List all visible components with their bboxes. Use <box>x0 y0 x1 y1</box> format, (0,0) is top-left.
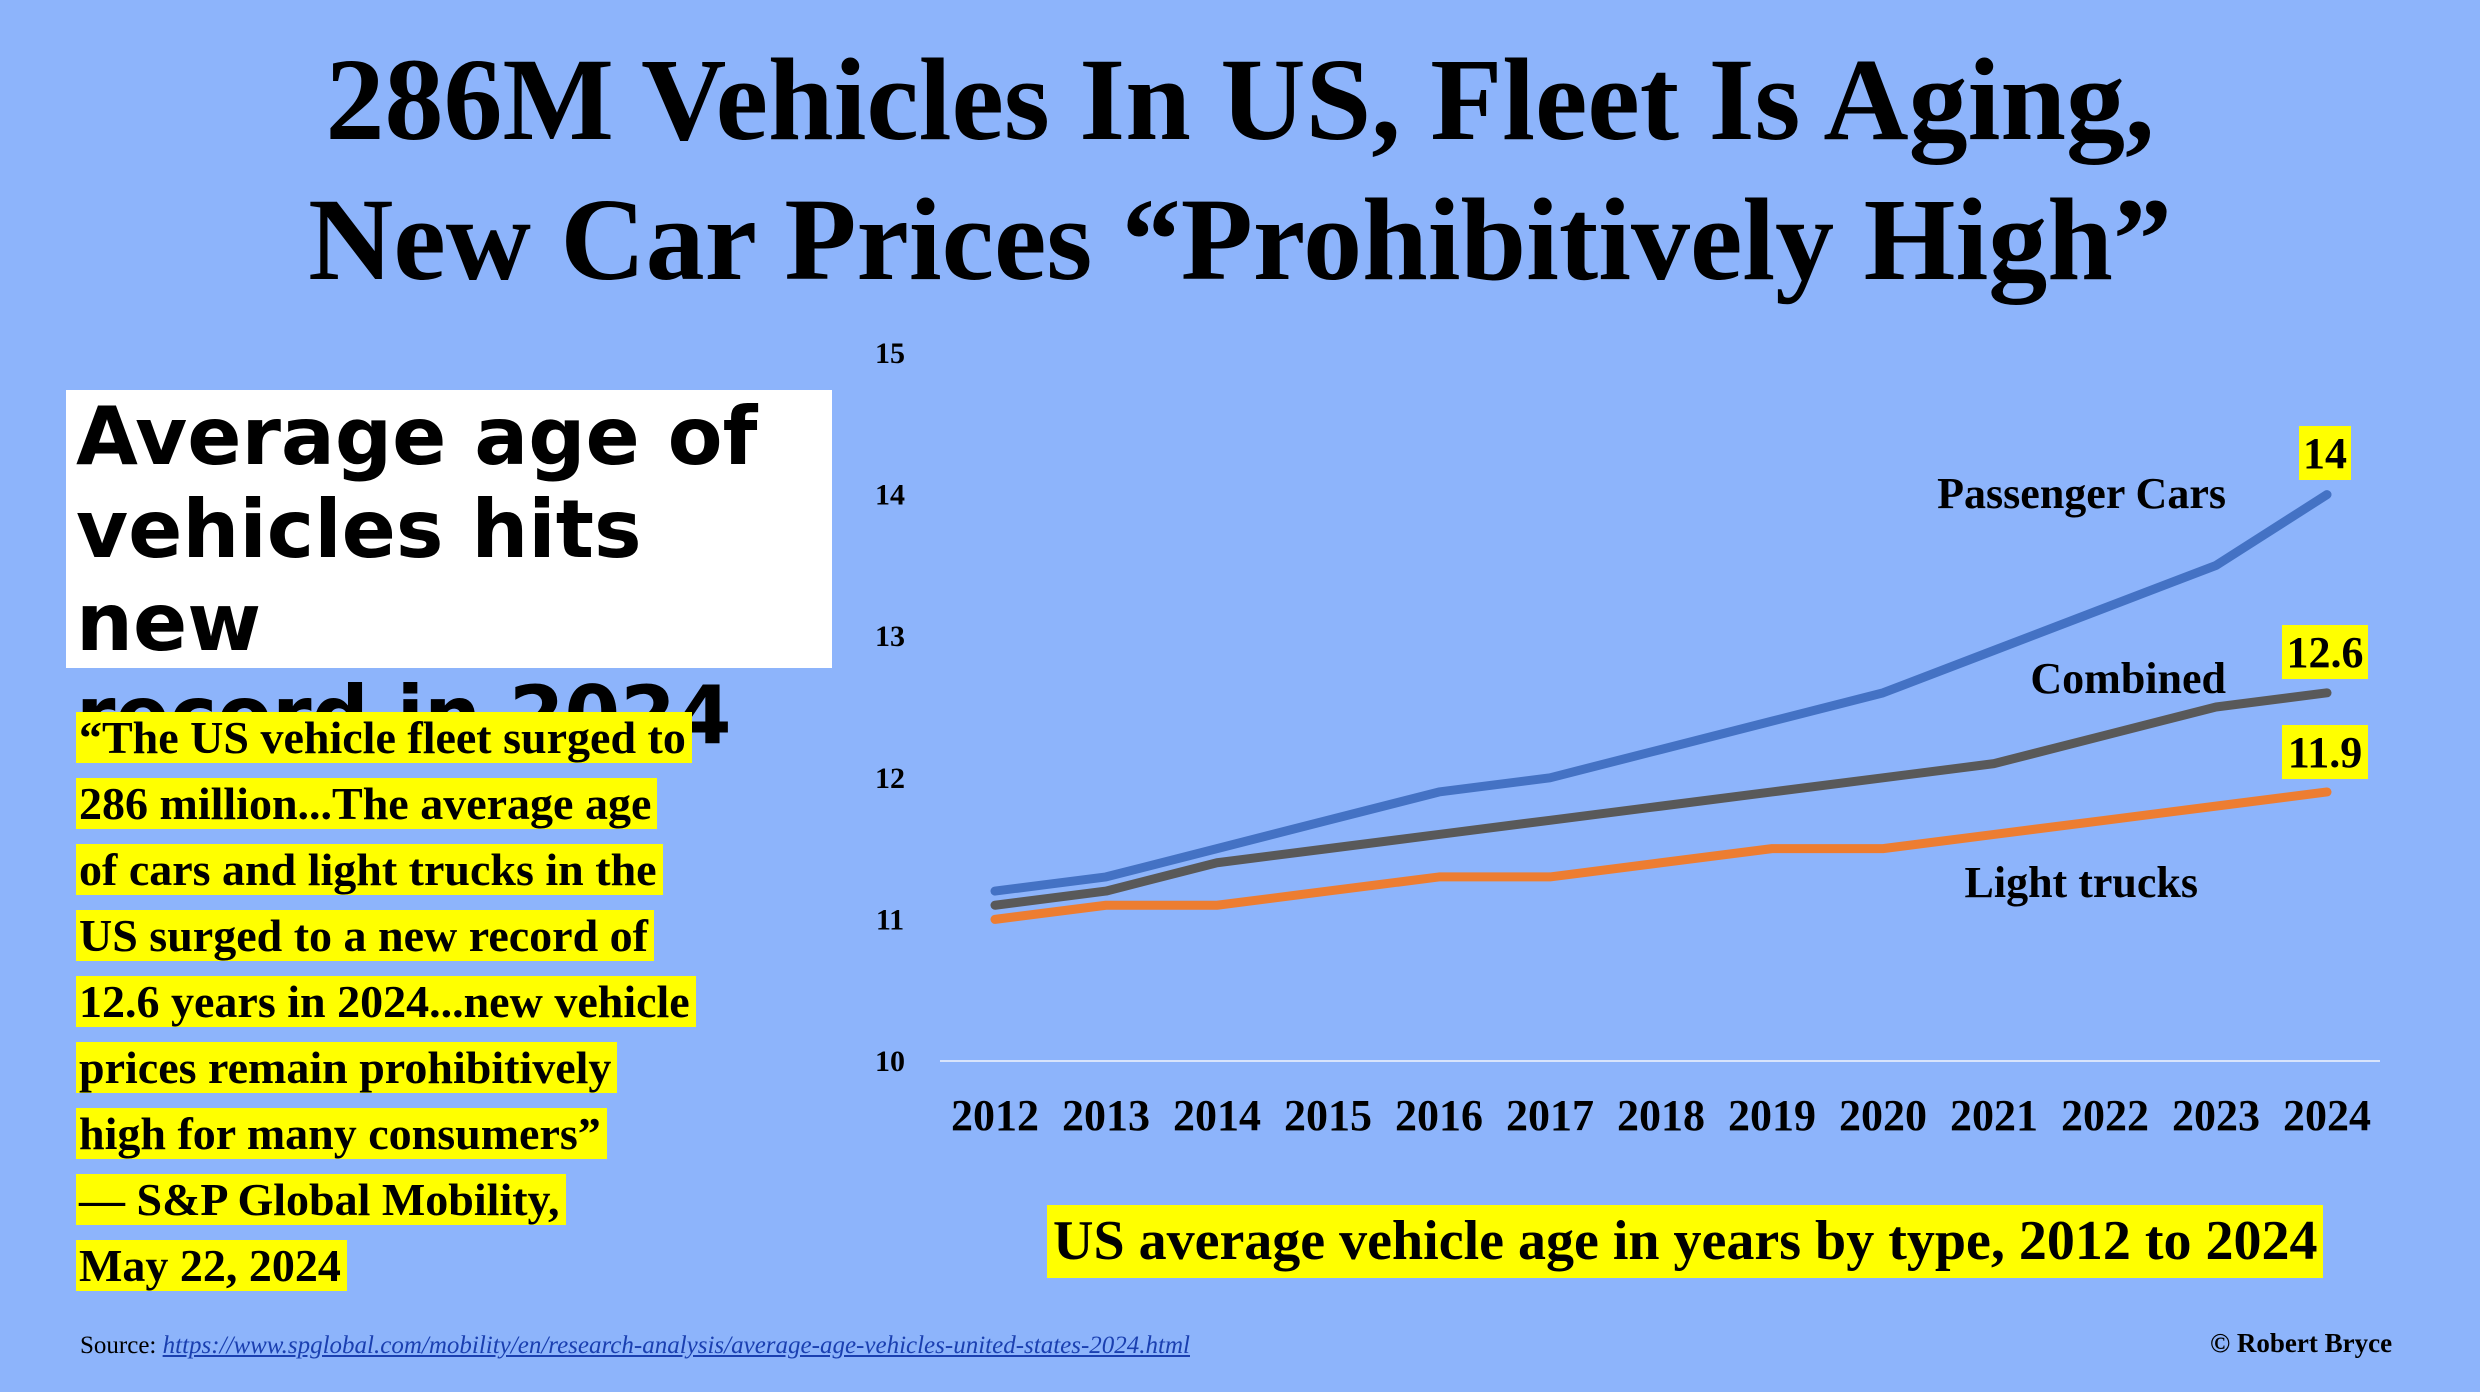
quote-block: “The US vehicle fleet surged to 286 milli… <box>76 705 836 1299</box>
x-tick-label: 2013 <box>1062 1091 1150 1140</box>
source-label: Source: <box>80 1332 157 1359</box>
x-tick-label: 2021 <box>1950 1091 2038 1140</box>
quote-line: “The US vehicle fleet surged to <box>76 705 836 771</box>
quote-line-text: 12.6 years in 2024...new vehicle <box>76 976 696 1027</box>
page-title: 286M Vehicles In US, Fleet Is Aging, New… <box>0 30 2480 310</box>
title-line-2: New Car Prices “Prohibitively High” <box>308 174 2172 305</box>
y-tick-label: 10 <box>875 1045 905 1078</box>
quote-line-text: US surged to a new record of <box>76 910 654 961</box>
x-tick-label: 2022 <box>2061 1091 2149 1140</box>
quote-line-text: 286 million...The average age <box>76 778 658 829</box>
copyright: © Robert Bryce <box>2210 1328 2393 1358</box>
y-tick-label: 14 <box>875 479 905 512</box>
quote-line-text: high for many consumers” <box>76 1108 607 1159</box>
quote-line: — S&P Global Mobility, <box>76 1167 836 1233</box>
end-label-highlight <box>2282 725 2368 779</box>
end-label-highlight <box>2282 625 2368 679</box>
end-value-label: 11.9 <box>2288 728 2363 777</box>
y-tick-label: 11 <box>876 903 904 936</box>
series-name-label: Passenger Cars <box>1937 469 2226 518</box>
quote-line-text: “The US vehicle fleet surged to <box>76 712 692 763</box>
end-label-highlight <box>2299 426 2351 480</box>
x-tick-label: 2017 <box>1506 1091 1594 1140</box>
x-tick-label: 2024 <box>2283 1091 2371 1140</box>
quote-line-text: prices remain prohibitively <box>76 1042 618 1093</box>
series-name-label: Light trucks <box>1965 858 2198 907</box>
series-name-label: Combined <box>2030 654 2226 703</box>
x-tick-label: 2012 <box>951 1091 1039 1140</box>
x-tick-label: 2015 <box>1284 1091 1372 1140</box>
series-line-passenger-cars <box>990 490 2332 896</box>
source-line: Source: https://www.spglobal.com/mobilit… <box>80 1332 1190 1360</box>
quote-line: US surged to a new record of <box>76 903 836 969</box>
y-tick-label: 15 <box>875 337 905 370</box>
quote-line-text: — S&P Global Mobility, <box>76 1174 566 1225</box>
x-tick-label: 2014 <box>1173 1091 1261 1140</box>
x-tick-label: 2020 <box>1839 1091 1927 1140</box>
quote-line: 12.6 years in 2024...new vehicle <box>76 969 836 1035</box>
quote-line: 286 million...The average age <box>76 771 836 837</box>
quote-line-text: May 22, 2024 <box>76 1240 347 1291</box>
quote-line: of cars and light trucks in the <box>76 837 836 903</box>
y-tick-label: 13 <box>875 620 905 653</box>
x-tick-label: 2016 <box>1395 1091 1483 1140</box>
x-tick-label: 2019 <box>1728 1091 1816 1140</box>
source-link[interactable]: https://www.spglobal.com/mobility/en/res… <box>162 1332 1190 1359</box>
series-line-combined <box>990 688 2332 910</box>
chart-caption: US average vehicle age in years by type,… <box>1047 1205 2324 1278</box>
end-value-label: 12.6 <box>2287 628 2364 677</box>
x-tick-label: 2018 <box>1617 1091 1705 1140</box>
y-tick-label: 12 <box>875 762 905 795</box>
quote-line: prices remain prohibitively <box>76 1035 836 1101</box>
series-line-light-trucks <box>990 787 2332 924</box>
x-tick-label: 2023 <box>2172 1091 2260 1140</box>
end-value-label: 14 <box>2303 429 2347 478</box>
title-line-1: 286M Vehicles In US, Fleet Is Aging, <box>325 34 2155 165</box>
quote-line: May 22, 2024 <box>76 1233 836 1299</box>
quote-line: high for many consumers” <box>76 1101 836 1167</box>
quote-line-text: of cars and light trucks in the <box>76 844 663 895</box>
